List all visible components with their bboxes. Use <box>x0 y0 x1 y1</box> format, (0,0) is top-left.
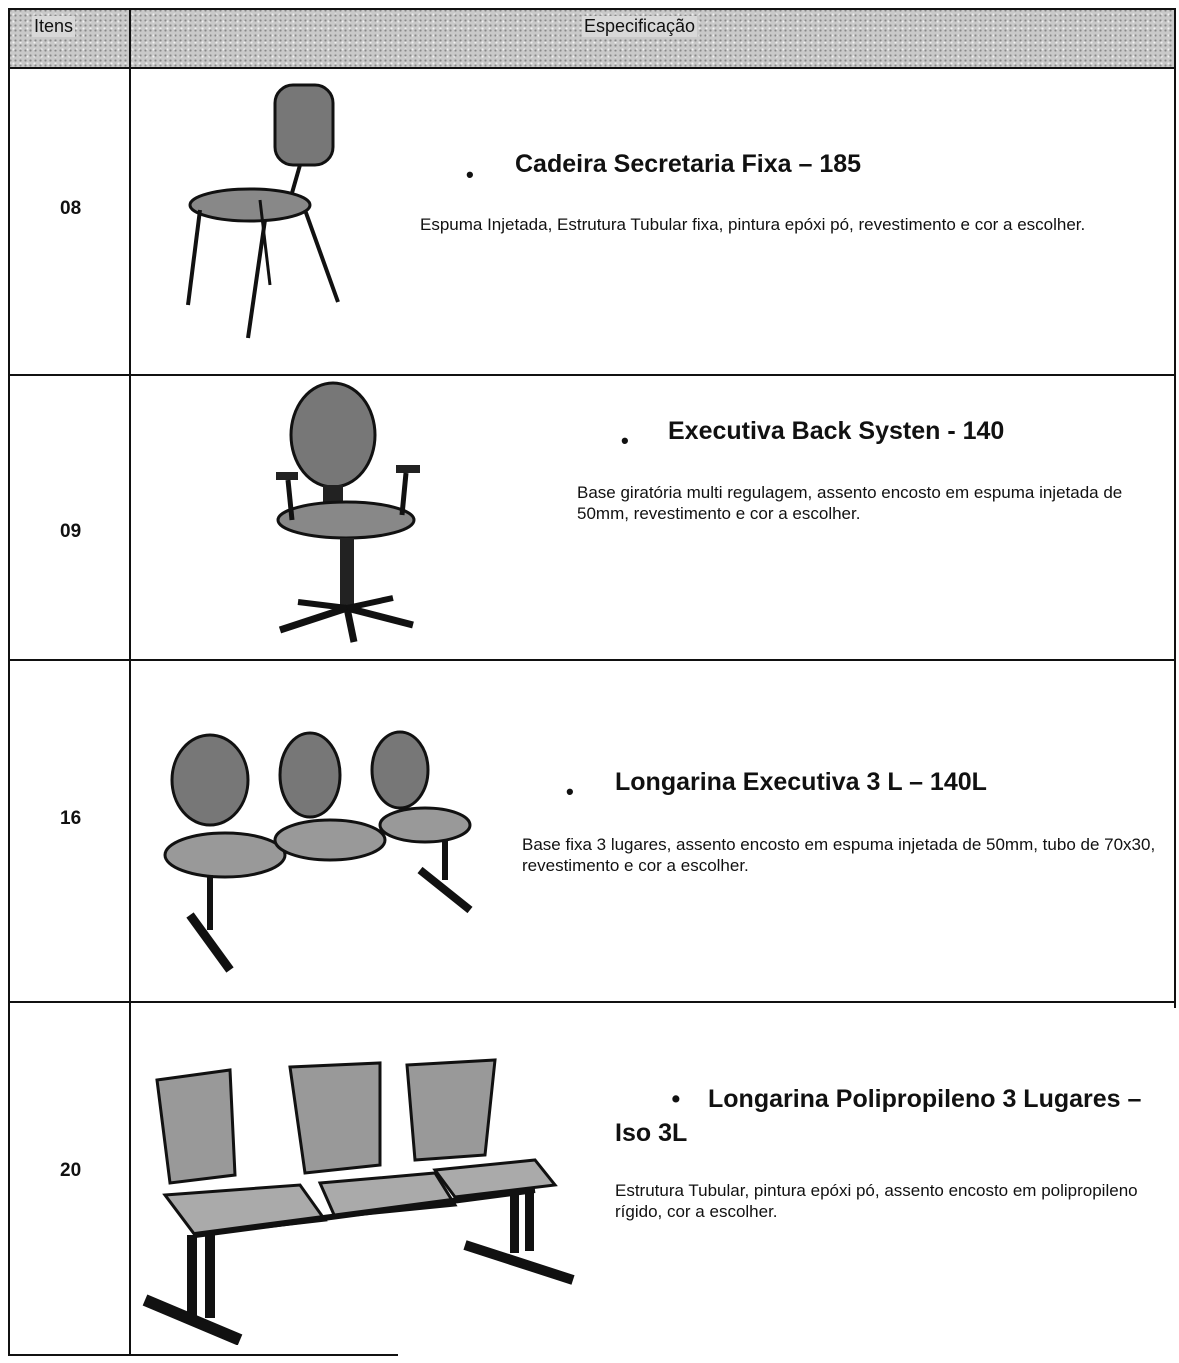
rule <box>8 659 1176 661</box>
chair-image <box>142 1058 575 1345</box>
bullet: • <box>466 162 474 187</box>
rule <box>8 374 1176 376</box>
item-description: Base giratória multi regulagem, assento … <box>577 483 1123 523</box>
item-title: Longarina Polipropileno 3 Lugares – Iso … <box>615 1085 1142 1147</box>
rule <box>8 8 10 1356</box>
bullet: • <box>621 428 629 453</box>
item-number: 09 <box>60 521 82 542</box>
item-title: Executiva Back Systen - 140 <box>668 417 1005 445</box>
chair-image <box>276 381 420 643</box>
rule <box>129 8 131 1356</box>
item-number: 16 <box>60 808 82 829</box>
rule <box>8 67 1176 69</box>
header-spec: Especificação <box>582 16 698 37</box>
header-items: Itens <box>32 16 76 37</box>
item-number: 20 <box>60 1160 82 1181</box>
item-description: Espuma Injetada, Estrutura Tubular fixa,… <box>420 215 1086 234</box>
item-title-block: • Longarina Polipropileno 3 Lugares – Is… <box>615 1082 1170 1150</box>
item-title: Longarina Executiva 3 L – 140L <box>615 768 987 796</box>
item-number: 08 <box>60 198 82 219</box>
rule <box>8 1354 398 1356</box>
rule <box>8 8 1176 10</box>
bullet: • <box>671 1085 708 1113</box>
chair-image <box>186 83 340 339</box>
bullet: • <box>566 779 574 804</box>
item-title: Cadeira Secretaria Fixa – 185 <box>515 150 862 178</box>
rule <box>1174 8 1176 1008</box>
item-description: Base fixa 3 lugares, assento encosto em … <box>522 835 1156 875</box>
item-description: Estrutura Tubular, pintura epóxi pó, ass… <box>615 1181 1138 1221</box>
chair-image <box>163 730 473 973</box>
rule <box>8 1001 1176 1003</box>
